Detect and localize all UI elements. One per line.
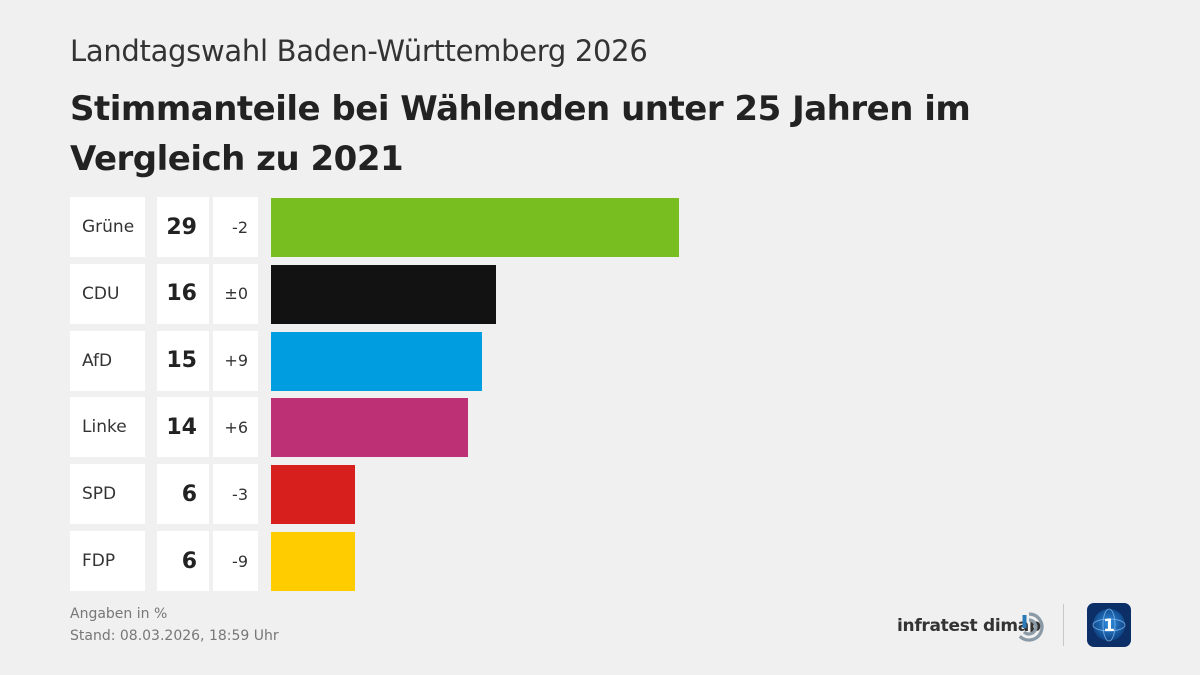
change-label: -2 bbox=[213, 197, 258, 257]
change-label: ±0 bbox=[213, 263, 258, 324]
party-label: CDU bbox=[70, 263, 145, 324]
ard-tagesschau-logo-icon: 1 bbox=[1087, 603, 1131, 647]
value-label: 6 bbox=[157, 531, 209, 591]
value-label: 14 bbox=[157, 397, 209, 458]
change-label: -9 bbox=[213, 531, 258, 591]
bar-row: SPD 6 -3 bbox=[70, 464, 1130, 525]
change-label: +6 bbox=[213, 397, 258, 458]
chart-supertitle: Landtagswahl Baden-Württemberg 2026 bbox=[70, 34, 648, 68]
logo-divider bbox=[1063, 604, 1064, 646]
party-label: Linke bbox=[70, 397, 145, 458]
pollster-name: infratest dimap bbox=[897, 616, 1041, 636]
bar bbox=[271, 465, 356, 525]
timestamp: Stand: 08.03.2026, 18:59 Uhr bbox=[70, 628, 279, 644]
party-label: AfD bbox=[70, 330, 145, 391]
bar bbox=[271, 264, 497, 324]
change-label: +9 bbox=[213, 330, 258, 391]
bar bbox=[271, 398, 469, 458]
party-label: Grüne bbox=[70, 197, 145, 257]
party-label: FDP bbox=[70, 531, 145, 591]
chart-title: Stimmanteile bei Wählenden unter 25 Jahr… bbox=[70, 89, 971, 179]
bar-chart: Grüne 29 -2 CDU 16 ±0 AfD 15 +9 Linke 14 +6 SPD 6 -3 FD… bbox=[70, 197, 1130, 592]
bar bbox=[271, 198, 680, 257]
svg-text:1: 1 bbox=[1103, 616, 1115, 636]
change-label: -3 bbox=[213, 464, 258, 525]
value-label: 16 bbox=[157, 263, 209, 324]
unit-note: Angaben in % bbox=[70, 606, 168, 622]
value-label: 29 bbox=[157, 197, 209, 257]
bar-row: CDU 16 ±0 bbox=[70, 263, 1130, 324]
infratest-dimap-logo-icon bbox=[1018, 612, 1044, 642]
bar-row: Linke 14 +6 bbox=[70, 397, 1130, 458]
bar bbox=[271, 532, 356, 591]
value-label: 6 bbox=[157, 464, 209, 525]
bar-row: AfD 15 +9 bbox=[70, 330, 1130, 391]
bar-row: FDP 6 -9 bbox=[70, 531, 1130, 591]
bar bbox=[271, 331, 483, 391]
bar-row: Grüne 29 -2 bbox=[70, 197, 1130, 257]
value-label: 15 bbox=[157, 330, 209, 391]
party-label: SPD bbox=[70, 464, 145, 525]
